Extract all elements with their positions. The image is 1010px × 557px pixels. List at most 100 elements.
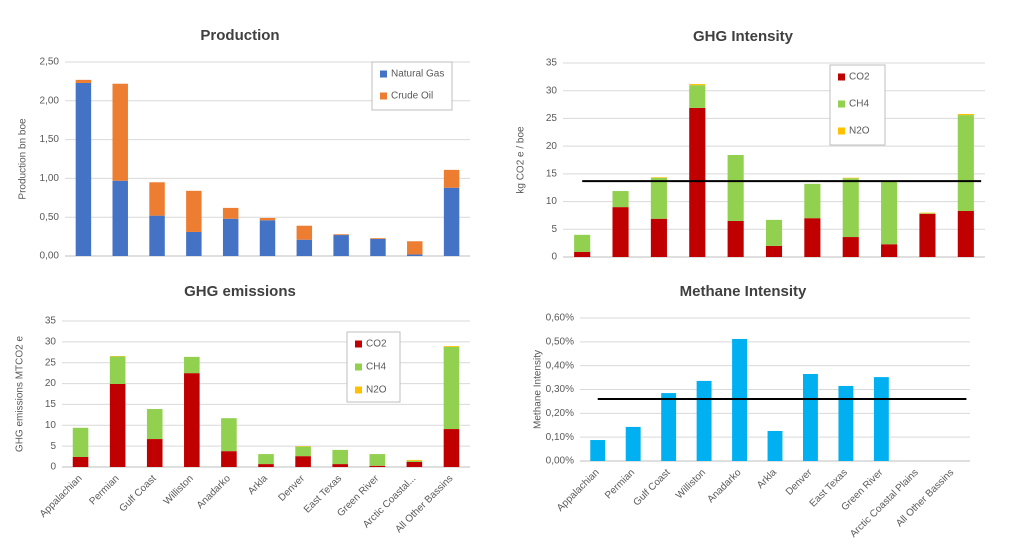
bar (803, 374, 818, 461)
legend-label: CH4 (366, 362, 386, 373)
y-tick-label: 10 (45, 420, 57, 431)
x-tick-label: Anadarko (195, 473, 233, 511)
chart-title: Methane Intensity (680, 283, 807, 300)
bar (186, 231, 202, 256)
y-tick-label: 20 (45, 378, 57, 389)
bar (842, 177, 859, 179)
y-axis-label: kg CO2 e / boe (516, 126, 527, 194)
bar (765, 219, 783, 246)
bar (765, 245, 783, 257)
bar (149, 182, 165, 216)
y-tick-label: 0,20% (546, 408, 574, 419)
y-tick-label: 0,00% (546, 456, 574, 467)
y-tick-label: 0 (50, 462, 56, 473)
x-tick-label: Arctic Coastal Plains (848, 467, 921, 540)
chart-title: GHG Intensity (693, 28, 794, 45)
bar (443, 169, 460, 188)
bar (406, 459, 423, 461)
bar (842, 178, 859, 238)
bar (258, 464, 274, 467)
bar (146, 409, 163, 440)
legend-label: N2O (366, 385, 387, 396)
x-tick-label: Arkla (755, 467, 779, 491)
bar (727, 155, 744, 221)
x-tick-label: Appalachian (555, 467, 602, 514)
bar (184, 356, 200, 374)
x-tick-label: Arkla (246, 473, 270, 497)
bar (842, 237, 859, 257)
legend-swatch (838, 73, 845, 81)
y-tick-label: 5 (50, 441, 56, 452)
bar (332, 449, 348, 465)
bar (259, 220, 276, 256)
x-tick-label: Permian (603, 467, 637, 501)
y-tick-label: 15 (45, 399, 57, 410)
y-axis-label: GHG emissions MTCO2 e (15, 335, 26, 452)
bar (258, 454, 274, 465)
chart-title: GHG emissions (184, 283, 296, 300)
bar (72, 456, 89, 467)
legend-swatch (355, 386, 362, 394)
bar (370, 238, 386, 256)
bar (957, 113, 974, 116)
legend-label: CH4 (849, 99, 869, 110)
legend-swatch (838, 100, 845, 108)
legend-label: CO2 (366, 339, 387, 350)
bar (574, 234, 591, 253)
bar (689, 107, 706, 257)
legend-label: N2O (849, 126, 870, 137)
bar (727, 220, 744, 257)
y-tick-label: 0,60% (546, 313, 574, 324)
bar (369, 454, 386, 466)
bar (221, 418, 237, 452)
y-tick-label: 0 (551, 252, 557, 263)
y-axis-label: Production bn boe (18, 118, 29, 200)
bar (222, 218, 239, 256)
bar (881, 181, 898, 245)
bar (625, 426, 641, 461)
y-tick-label: 0,30% (546, 384, 574, 395)
bar (767, 430, 783, 461)
bar (612, 191, 629, 208)
x-tick-label: Denver (784, 467, 815, 498)
x-tick-label: Appalachian (38, 473, 85, 520)
bar (370, 238, 386, 239)
legend-label: Crude Oil (391, 91, 433, 102)
bar (838, 385, 854, 461)
bar (661, 393, 677, 461)
legend-swatch (380, 70, 387, 78)
y-tick-label: 0,10% (546, 432, 574, 443)
y-tick-label: 2,00 (40, 95, 60, 106)
bar (296, 225, 313, 240)
x-tick-label: Williston (162, 473, 196, 507)
bar (295, 446, 311, 457)
bar (919, 212, 936, 214)
bar (881, 244, 898, 257)
y-tick-label: 35 (45, 316, 57, 327)
bar (957, 115, 974, 211)
legend-swatch (355, 340, 362, 348)
y-tick-label: 5 (551, 224, 557, 235)
bar (804, 218, 821, 257)
y-tick-label: 15 (546, 168, 558, 179)
y-tick-label: 25 (45, 357, 57, 368)
bar (149, 215, 165, 256)
bar (804, 183, 821, 219)
bar (333, 234, 349, 236)
bar (369, 465, 386, 467)
bar (296, 239, 313, 256)
bar (919, 213, 936, 257)
bar (689, 85, 706, 108)
bar (443, 429, 460, 467)
bar (333, 235, 349, 256)
bar (184, 373, 200, 467)
bar (221, 451, 237, 467)
y-tick-label: 0,50% (546, 336, 574, 347)
bar (957, 210, 974, 257)
y-tick-label: 30 (546, 85, 558, 96)
bar (612, 207, 629, 257)
x-tick-label: Anadarko (705, 467, 743, 505)
legend-swatch (380, 92, 387, 100)
bar (590, 440, 606, 461)
